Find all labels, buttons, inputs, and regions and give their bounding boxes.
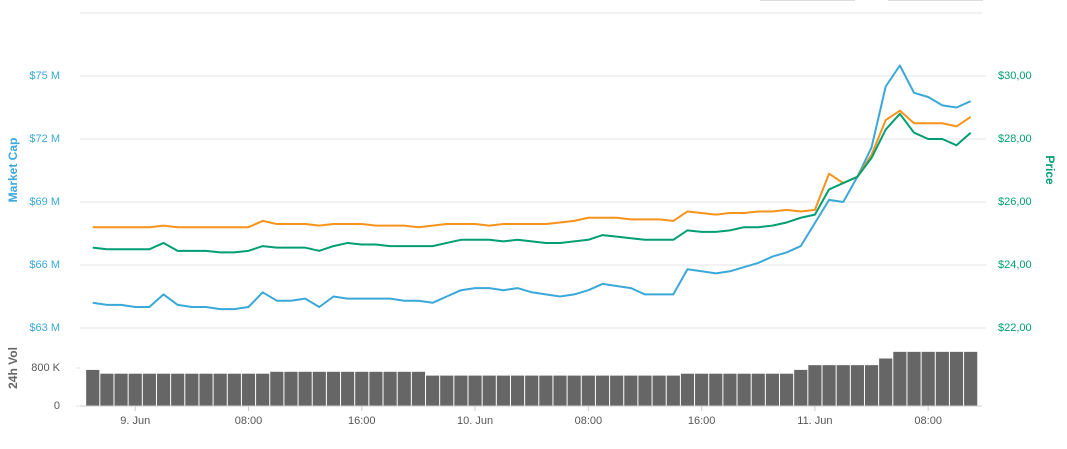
- x-tick-label: 11. Jun: [797, 415, 832, 427]
- volume-bar: [270, 371, 284, 406]
- volume-bar: [964, 351, 978, 406]
- volume-bar: [482, 375, 496, 406]
- volume-bar: [341, 371, 355, 406]
- volume-bar: [907, 351, 921, 406]
- volume-bar: [426, 375, 440, 406]
- volume-bar: [525, 375, 539, 406]
- volume-bar: [369, 371, 383, 406]
- volume-tick-label: 800 K: [31, 362, 60, 374]
- volume-bar: [836, 365, 850, 406]
- volume-bar: [553, 375, 567, 406]
- y2-axis-title: Price: [1043, 155, 1057, 185]
- volume-bar: [864, 365, 879, 406]
- volume-bar: [312, 371, 326, 406]
- volume-bar: [709, 373, 723, 406]
- volume-bar: [496, 375, 510, 406]
- volume-bar: [199, 373, 213, 406]
- y-tick-label: $72 M: [29, 133, 60, 145]
- x-tick-label: 9. Jun: [120, 415, 150, 427]
- series-line: [92, 64, 972, 311]
- y2-tick-label: $24,00: [998, 259, 1032, 271]
- volume-bar: [822, 365, 836, 406]
- x-tick-label: 08:00: [914, 415, 942, 427]
- x-tick-label: 16:00: [348, 415, 376, 427]
- volume-bar: [879, 358, 893, 406]
- input[interactable]: [888, 0, 983, 1]
- volume-bar: [156, 373, 171, 406]
- volume-bar: [581, 375, 595, 406]
- x-tick-label: 10. Jun: [457, 415, 493, 427]
- volume-bar: [610, 375, 624, 406]
- y-tick-label: $75 M: [29, 70, 60, 82]
- volume-axis-title: 24h Vol: [6, 347, 20, 389]
- volume-bar: [652, 375, 666, 406]
- volume-bar: [567, 375, 581, 406]
- volume-bar: [808, 365, 822, 406]
- volume-bar: [227, 373, 241, 406]
- series-line: [92, 112, 972, 254]
- volume-bar: [935, 351, 949, 406]
- volume-bar: [624, 375, 638, 406]
- volume-bar: [454, 375, 468, 406]
- y-tick-label: $66 M: [29, 259, 60, 271]
- volume-bar: [142, 373, 156, 406]
- volume-bar: [397, 371, 411, 406]
- volume-bar: [128, 373, 142, 406]
- y2-tick-label: $28,00: [998, 133, 1032, 145]
- series-line: [92, 109, 972, 229]
- volume-bar: [680, 373, 695, 406]
- y2-tick-label: $22,00: [998, 322, 1032, 334]
- volume-bar: [751, 373, 765, 406]
- volume-bar: [723, 373, 737, 406]
- volume-bar: [949, 351, 964, 406]
- volume-bar: [383, 371, 397, 406]
- input[interactable]: [760, 0, 855, 1]
- volume-bar: [185, 373, 199, 406]
- volume-bar: [765, 373, 780, 406]
- volume-bar: [100, 373, 114, 406]
- y-axis-title: Market Cap: [6, 138, 20, 203]
- volume-bar: [850, 365, 864, 406]
- volume-bar: [171, 373, 185, 406]
- volume-bar: [114, 373, 128, 406]
- volume-bar: [355, 371, 369, 406]
- volume-bar: [411, 371, 426, 406]
- volume-bar: [213, 373, 227, 406]
- volume-bar: [921, 351, 935, 406]
- y-tick-label: $63 M: [29, 322, 60, 334]
- volume-bar: [638, 375, 652, 406]
- volume-bar: [737, 373, 751, 406]
- volume-bar: [539, 375, 553, 406]
- volume-bar: [284, 371, 298, 406]
- volume-bar: [86, 369, 100, 406]
- volume-bar: [298, 371, 312, 406]
- volume-tick-label: 0: [54, 400, 60, 412]
- volume-bar: [468, 375, 482, 406]
- volume-bar: [794, 369, 808, 406]
- volume-bar: [326, 371, 341, 406]
- volume-bar: [893, 351, 907, 406]
- volume-bar: [666, 375, 680, 406]
- y2-tick-label: $26,00: [998, 196, 1032, 208]
- x-tick-label: 16:00: [688, 415, 716, 427]
- y-tick-label: $69 M: [29, 196, 60, 208]
- y2-tick-label: $30,00: [998, 70, 1032, 82]
- volume-bar: [440, 375, 454, 406]
- x-tick-label: 08:00: [575, 415, 603, 427]
- volume-bar: [595, 375, 610, 406]
- x-tick-label: 08:00: [235, 415, 263, 427]
- volume-bar: [256, 373, 270, 406]
- volume-bar: [241, 373, 256, 406]
- volume-bar: [510, 375, 525, 406]
- volume-bar: [695, 373, 709, 406]
- volume-bar: [780, 373, 794, 406]
